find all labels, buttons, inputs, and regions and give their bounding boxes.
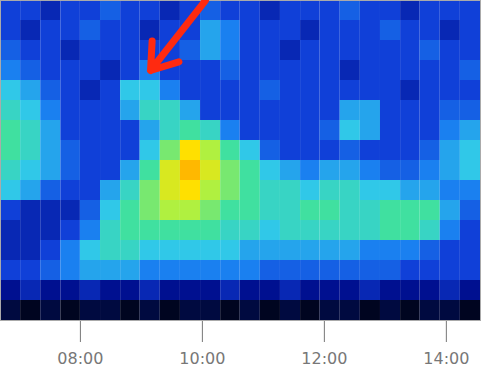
svg-text:12:00: 12:00 [301,349,347,368]
svg-text:08:00: 08:00 [57,349,103,368]
svg-text:10:00: 10:00 [179,349,225,368]
svg-text:14:00: 14:00 [423,349,469,368]
